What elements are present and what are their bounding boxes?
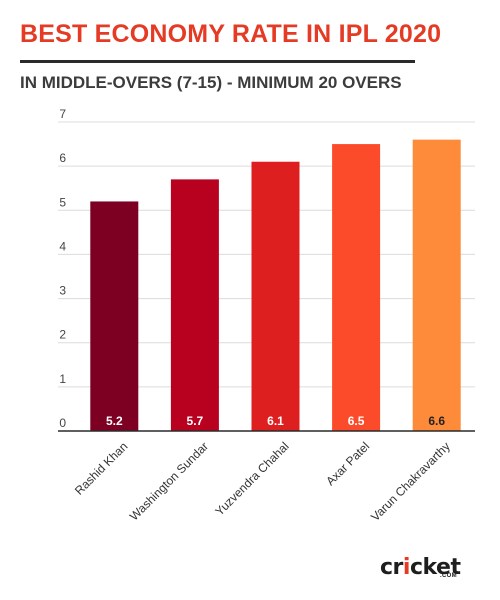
logo-text-prefix: cr [380,555,403,580]
x-tick-label: Washington Sundar [127,439,211,523]
chart-title: BEST ECONOMY RATE IN IPL 2020 [20,20,442,48]
y-tick-label: 7 [59,107,66,121]
bars [90,139,461,432]
bar-value-label: 5.7 [187,414,204,428]
bar-value-label: 6.6 [428,414,445,428]
bar [412,139,461,431]
y-axis-ticks: 0 1 2 3 4 5 6 7 [59,107,66,430]
y-tick-label: 6 [59,151,66,165]
title-underline [20,60,415,63]
y-tick-label: 5 [59,195,66,209]
cricket-com-logo: cricket [380,555,461,580]
bar [90,201,139,431]
x-tick-label: Axar Patel [323,439,372,488]
bar [170,179,219,431]
y-tick-label: 4 [59,239,66,253]
x-tick-label: Rashid Khan [72,439,130,497]
y-tick-label: 2 [59,328,66,342]
x-tick-label: Varun Chakravarthy [368,439,453,524]
bar [251,161,300,431]
bar-value-labels: 5.2 5.7 6.1 6.5 6.6 [106,414,445,428]
logo-text-suffix: cket [409,555,461,580]
bar-value-label: 6.1 [267,414,284,428]
logo-domain: .COM [440,573,457,579]
y-tick-label: 0 [59,416,66,430]
y-tick-label: 1 [59,372,66,386]
bar-value-label: 5.2 [106,414,123,428]
logo-text-accent: i [402,555,411,580]
x-tick-label: Yuzvendra Chahal [212,439,291,518]
bar [332,144,381,432]
bar-value-label: 6.5 [348,414,365,428]
chart-subtitle: IN MIDDLE-OVERS (7-15) - MINIMUM 20 OVER… [20,73,402,92]
y-tick-label: 3 [59,284,66,298]
